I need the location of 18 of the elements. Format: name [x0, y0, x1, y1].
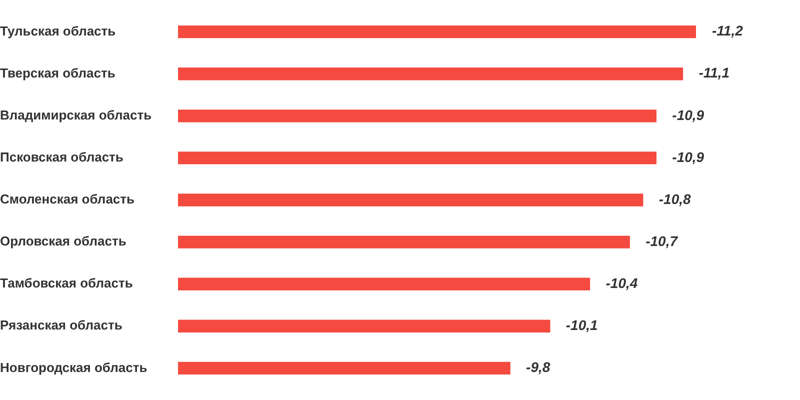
data-label: -10,7 [646, 232, 679, 249]
data-label: -10,9 [672, 148, 704, 165]
data-label: -10,8 [658, 190, 691, 207]
y-tick-label: Рязанская область [0, 318, 122, 333]
y-tick-label: Тверская область [0, 65, 116, 80]
data-label: -10,1 [566, 316, 598, 333]
data-label: -10,9 [672, 106, 704, 123]
data-label: -11,1 [698, 64, 730, 81]
y-tick-label: Орловская область [0, 234, 126, 249]
y-tick-label: Смоленская область [0, 192, 135, 207]
data-label: -11,2 [712, 22, 744, 39]
data-label: -10,4 [606, 274, 638, 291]
y-tick-label: Тамбовская область [0, 276, 133, 291]
y-tick-label: Псковская область [0, 150, 124, 165]
y-tick-label: Владимирская область [0, 107, 152, 122]
y-tick-label: Тульская область [0, 23, 116, 38]
data-label: -9,8 [526, 359, 550, 376]
y-tick-label: Новгородская область [0, 360, 148, 375]
